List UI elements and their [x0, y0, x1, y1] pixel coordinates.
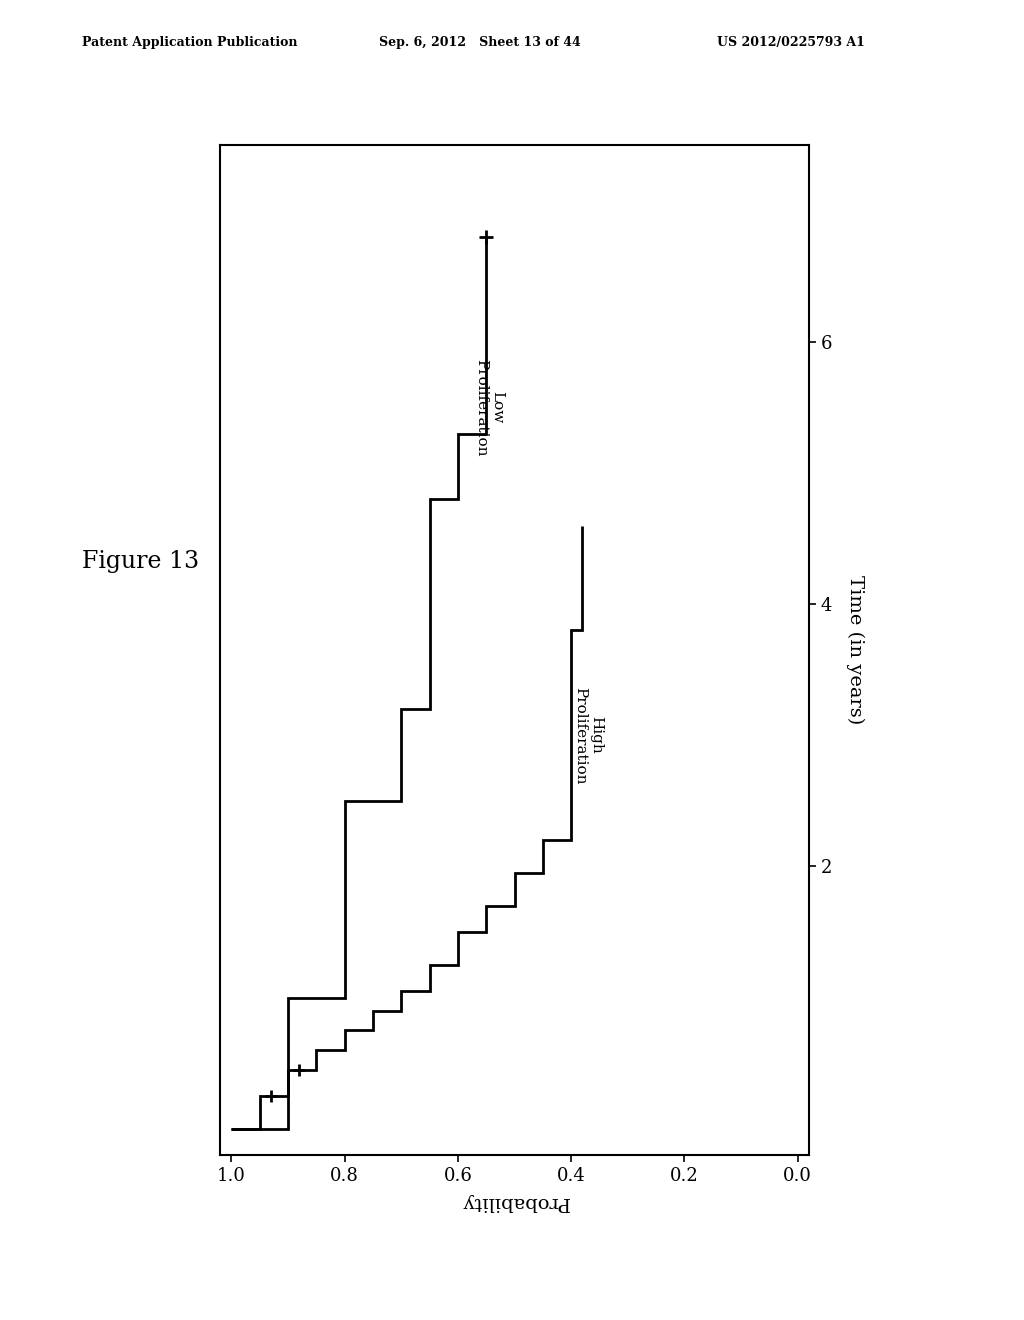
Text: Low
Proliferation: Low Proliferation — [474, 359, 504, 457]
Text: Figure 13: Figure 13 — [82, 549, 199, 573]
Text: Sep. 6, 2012   Sheet 13 of 44: Sep. 6, 2012 Sheet 13 of 44 — [379, 36, 581, 49]
Text: High
Proliferation: High Proliferation — [573, 686, 603, 784]
Text: Patent Application Publication: Patent Application Publication — [82, 36, 297, 49]
X-axis label: Probability: Probability — [461, 1193, 568, 1212]
Y-axis label: Time (in years): Time (in years) — [846, 576, 864, 725]
Text: US 2012/0225793 A1: US 2012/0225793 A1 — [717, 36, 864, 49]
